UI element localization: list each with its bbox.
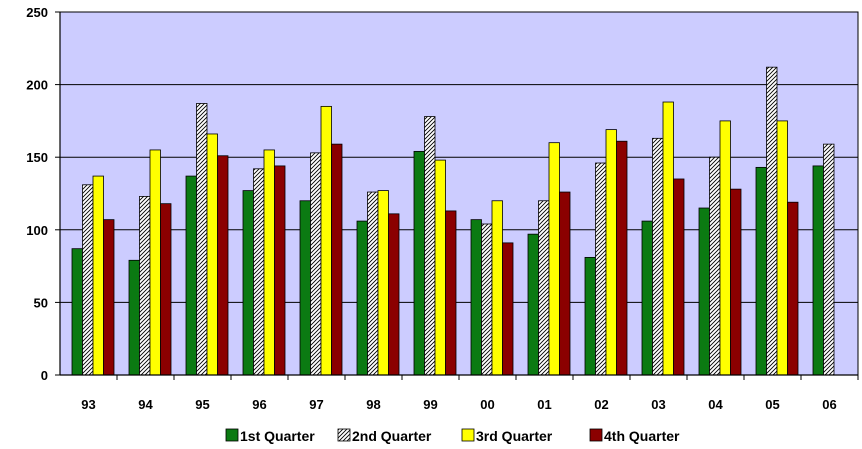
x-tick-label: 04 bbox=[708, 397, 723, 412]
bar-3q-96 bbox=[263, 149, 275, 376]
bar-3q-01 bbox=[548, 142, 560, 376]
bar-1q-98 bbox=[356, 220, 368, 376]
bar-1q-94 bbox=[128, 259, 140, 376]
bar-2q-94 bbox=[139, 196, 151, 376]
legend-label: 2nd Quarter bbox=[352, 428, 432, 444]
bar-4q-03 bbox=[673, 178, 685, 376]
bar-4q-01 bbox=[559, 191, 571, 376]
bar-3q-05 bbox=[776, 120, 788, 376]
y-tick-label: 200 bbox=[26, 78, 48, 93]
bar-4q-99 bbox=[445, 210, 457, 376]
x-tick-label: 03 bbox=[651, 397, 665, 412]
bar-3q-93 bbox=[92, 175, 104, 376]
y-tick-label: 150 bbox=[26, 150, 48, 165]
x-tick-label: 94 bbox=[138, 397, 153, 412]
bar-2q-99 bbox=[424, 116, 436, 376]
legend-label: 1st Quarter bbox=[240, 428, 315, 444]
x-tick-label: 93 bbox=[81, 397, 95, 412]
bar-2q-96 bbox=[253, 168, 265, 376]
bar-1q-99 bbox=[413, 150, 425, 376]
bar-1q-95 bbox=[185, 175, 197, 376]
x-tick-label: 95 bbox=[195, 397, 209, 412]
bar-1q-96 bbox=[242, 190, 254, 376]
bar-3q-95 bbox=[206, 133, 218, 376]
legend-swatch bbox=[225, 428, 239, 442]
bar-3q-00 bbox=[491, 200, 503, 376]
x-tick-label: 98 bbox=[366, 397, 380, 412]
bar-4q-95 bbox=[217, 155, 229, 376]
legend: 1st Quarter 2nd Quarter 3rd Quarter 4th Qua… bbox=[225, 428, 680, 444]
x-tick-label: 06 bbox=[822, 397, 836, 412]
bar-2q-03 bbox=[652, 137, 664, 376]
legend-label: 3rd Quarter bbox=[476, 428, 553, 444]
bar-2q-00 bbox=[481, 223, 493, 376]
x-tick-label: 99 bbox=[423, 397, 437, 412]
bar-2q-93 bbox=[82, 184, 94, 376]
x-tick-label: 96 bbox=[252, 397, 266, 412]
bar-1q-03 bbox=[641, 220, 653, 376]
y-tick-label: 250 bbox=[26, 5, 48, 20]
bar-4q-00 bbox=[502, 242, 514, 376]
y-tick-label: 0 bbox=[41, 368, 48, 383]
bar-4q-94 bbox=[160, 203, 172, 376]
bar-1q-97 bbox=[299, 200, 311, 376]
bar-4q-05 bbox=[787, 201, 799, 376]
bar-3q-04 bbox=[719, 120, 731, 376]
x-tick-label: 02 bbox=[594, 397, 608, 412]
bar-3q-02 bbox=[605, 129, 617, 376]
bar-4q-02 bbox=[616, 140, 628, 376]
bar-4q-98 bbox=[388, 213, 400, 376]
bar-3q-97 bbox=[320, 105, 332, 376]
bar-2q-98 bbox=[367, 191, 379, 376]
bar-1q-93 bbox=[71, 248, 83, 376]
legend-swatch bbox=[461, 428, 475, 442]
y-tick-label: 50 bbox=[34, 295, 48, 310]
bar-4q-96 bbox=[274, 165, 286, 376]
legend-swatch bbox=[589, 428, 603, 442]
bar-3q-03 bbox=[662, 101, 674, 376]
bar-4q-93 bbox=[103, 219, 115, 376]
bar-1q-05 bbox=[755, 166, 767, 376]
bars bbox=[71, 66, 835, 376]
bar-2q-05 bbox=[766, 66, 778, 376]
bar-2q-04 bbox=[709, 156, 721, 376]
bar-2q-01 bbox=[538, 200, 550, 376]
bar-2q-97 bbox=[310, 152, 322, 376]
bar-2q-95 bbox=[196, 103, 208, 376]
legend-label: 4th Quarter bbox=[604, 428, 680, 444]
bar-3q-99 bbox=[434, 159, 446, 376]
bar-1q-06 bbox=[812, 165, 824, 376]
bar-2q-06 bbox=[823, 143, 835, 376]
x-tick-label: 05 bbox=[765, 397, 779, 412]
bar-3q-98 bbox=[377, 190, 389, 376]
y-tick-label: 100 bbox=[26, 223, 48, 238]
x-tick-label: 00 bbox=[480, 397, 494, 412]
y-axis-tick-labels: 0 50 100 150 200 250 bbox=[26, 5, 48, 383]
x-tick-label: 01 bbox=[537, 397, 551, 412]
x-tick-label: 97 bbox=[309, 397, 323, 412]
bar-4q-97 bbox=[331, 143, 343, 376]
legend-swatch bbox=[337, 428, 351, 442]
bar-1q-02 bbox=[584, 256, 596, 376]
bar-1q-04 bbox=[698, 207, 710, 376]
bar-4q-04 bbox=[730, 188, 742, 376]
bar-1q-01 bbox=[527, 233, 539, 376]
bar-3q-94 bbox=[149, 149, 161, 376]
bar-2q-02 bbox=[595, 162, 607, 376]
bar-1q-00 bbox=[470, 219, 482, 376]
x-axis-tick-labels: 93 94 95 96 97 98 99 00 01 02 03 04 05 06 bbox=[81, 375, 859, 412]
